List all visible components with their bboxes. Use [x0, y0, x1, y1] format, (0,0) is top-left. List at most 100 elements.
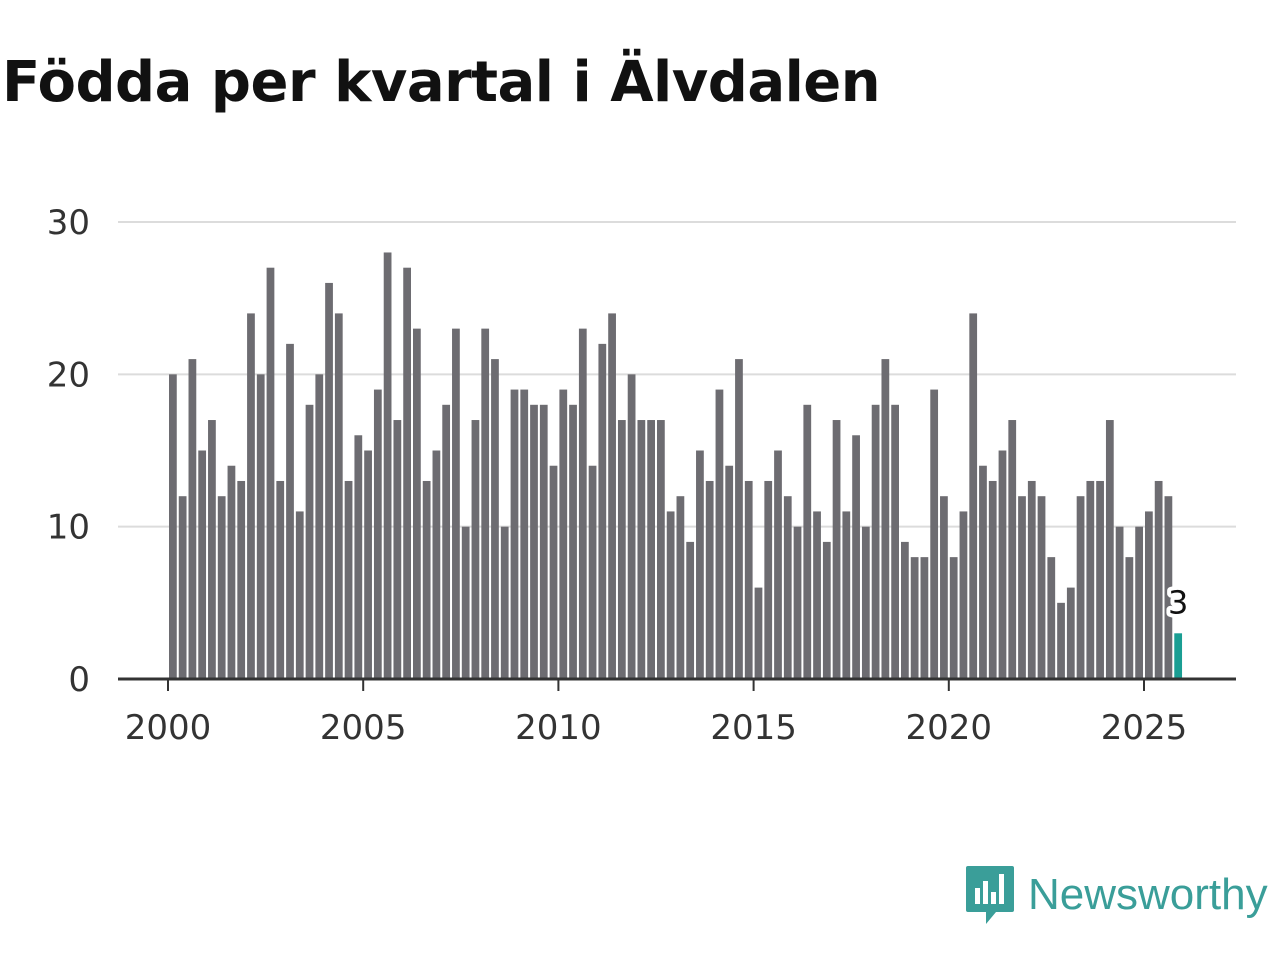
bar-5: [217, 496, 226, 679]
bar-91: [1057, 602, 1065, 679]
bar-11: [276, 480, 285, 679]
bar-36: [520, 389, 529, 679]
x-tick-label-2015: 2015: [710, 708, 797, 748]
bar-42: [578, 328, 587, 679]
bar-4: [208, 420, 216, 679]
y-tick-label-0: 0: [68, 660, 90, 700]
bar-90: [1047, 557, 1056, 679]
bar-41: [569, 404, 577, 679]
bar-96: [1105, 420, 1114, 679]
bar-38: [539, 404, 548, 679]
bar-78: [930, 389, 939, 679]
bar-40: [559, 389, 568, 679]
brand-logo[interactable]: Newsworthy: [964, 864, 1268, 926]
bar-73: [881, 359, 890, 679]
bar-46: [617, 420, 626, 679]
bar-24: [403, 267, 411, 679]
bar-89: [1037, 496, 1046, 679]
bar-62: [774, 450, 782, 679]
newsworthy-logo-icon: [966, 866, 1014, 924]
bar-56: [715, 389, 724, 679]
bar-35: [510, 389, 519, 679]
bar-21: [373, 389, 382, 679]
bar-61: [764, 480, 773, 679]
bar-7: [237, 480, 246, 679]
bar-2: [188, 359, 197, 679]
bar-75: [901, 541, 909, 679]
bar-59: [744, 480, 753, 679]
bar-69: [842, 511, 851, 679]
bar-9: [256, 374, 265, 679]
bar-60: [754, 587, 763, 679]
bar-67: [822, 541, 831, 679]
y-tick-label-30: 30: [47, 203, 90, 243]
bar-86: [1008, 420, 1017, 679]
x-tick-label-2025: 2025: [1101, 708, 1188, 748]
bar-55: [705, 480, 714, 679]
bars: [169, 252, 1183, 679]
x-tick-label-2000: 2000: [125, 708, 212, 748]
gridlines: [118, 221, 1236, 528]
bar-37: [530, 404, 538, 679]
bar-84: [988, 480, 997, 679]
y-tick-label-10: 10: [47, 508, 90, 548]
x-tick-label-2020: 2020: [906, 708, 993, 748]
last-value-label: 3: [1168, 583, 1188, 621]
axes: [118, 677, 1236, 691]
bar-63: [783, 496, 792, 679]
bar-70: [852, 435, 860, 679]
bar-1: [178, 496, 187, 679]
bar-20: [364, 450, 372, 679]
bar-22: [383, 252, 392, 679]
x-tick-label-2005: 2005: [320, 708, 407, 748]
bar-92: [1066, 587, 1075, 679]
bar-51: [666, 511, 675, 679]
bar-76: [910, 557, 919, 679]
bar-65: [803, 404, 812, 679]
bar-102: [1164, 496, 1173, 679]
labels: 0 10 20 30 2000 2005 2010 2015 2020 2025 3: [47, 203, 1193, 748]
bar-6: [227, 465, 236, 679]
bar-58: [735, 359, 743, 679]
bar-47: [627, 374, 636, 679]
bar-82: [969, 313, 978, 679]
y-tick-label-20: 20: [47, 355, 90, 395]
bar-95: [1096, 480, 1104, 679]
bar-57: [725, 465, 734, 679]
bar-17: [334, 313, 343, 679]
bar-80: [949, 557, 958, 679]
bar-32: [481, 328, 490, 679]
bar-34: [500, 526, 509, 679]
bar-98: [1125, 557, 1134, 679]
bar-28: [442, 404, 451, 679]
bar-19: [354, 435, 363, 679]
bar-64: [793, 526, 802, 679]
brand-name: Newsworthy: [1028, 870, 1268, 919]
bar-85: [998, 450, 1007, 679]
bar-83: [979, 465, 987, 679]
bar-100: [1145, 511, 1153, 679]
bar-18: [344, 480, 353, 679]
bar-49: [647, 420, 655, 679]
bar-81: [959, 511, 968, 679]
bar-0: [169, 374, 177, 679]
bar-103: [1174, 633, 1183, 679]
bar-87: [1018, 496, 1026, 679]
bar-44: [598, 343, 607, 679]
bar-68: [832, 420, 841, 679]
bar-66: [813, 511, 821, 679]
bar-54: [696, 450, 704, 679]
x-tick-label-2010: 2010: [515, 708, 602, 748]
bar-72: [871, 404, 880, 679]
bar-52: [676, 496, 685, 679]
bar-93: [1076, 496, 1085, 679]
bar-45: [608, 313, 616, 679]
bar-88: [1027, 480, 1036, 679]
bar-77: [920, 557, 929, 679]
bar-14: [305, 404, 314, 679]
bar-10: [266, 267, 275, 679]
bar-94: [1086, 480, 1095, 679]
bar-31: [471, 420, 480, 679]
bar-29: [452, 328, 460, 679]
